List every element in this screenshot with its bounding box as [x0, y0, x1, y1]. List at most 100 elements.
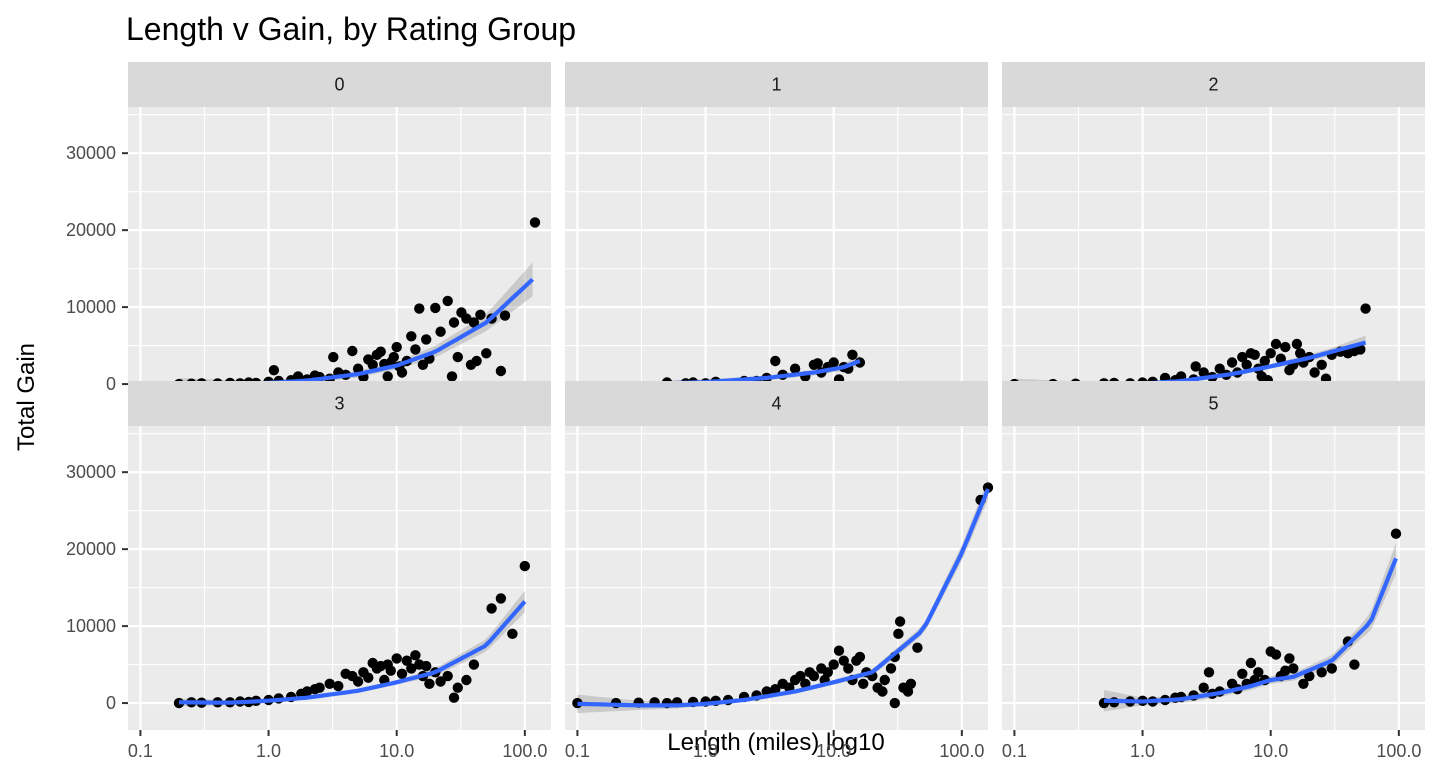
facet-strip — [565, 62, 988, 107]
data-point — [519, 560, 530, 572]
chart-title: Length v Gain, by Rating Group — [126, 11, 576, 47]
data-point — [1326, 663, 1338, 674]
data-point — [1214, 363, 1225, 374]
data-point — [268, 365, 280, 376]
data-point — [328, 351, 339, 363]
data-point — [893, 628, 904, 639]
data-point — [1295, 348, 1306, 359]
data-point — [442, 295, 453, 307]
y-tick-label: 10000 — [66, 297, 116, 317]
y-axis-title: Total Gain — [13, 343, 40, 451]
facet-strip — [128, 381, 551, 426]
facet-strip — [1002, 381, 1425, 426]
data-point — [1316, 667, 1327, 678]
data-point — [446, 371, 458, 382]
data-point — [1349, 659, 1360, 670]
data-point — [770, 355, 781, 367]
data-point — [367, 359, 378, 370]
plot-panel — [1002, 107, 1425, 411]
data-point — [424, 678, 435, 689]
facet-strip-label: 3 — [334, 394, 344, 414]
data-point — [1270, 338, 1282, 350]
data-point — [495, 365, 507, 377]
data-point — [448, 692, 460, 703]
x-tick-label: 100.0 — [502, 741, 547, 761]
data-point — [314, 682, 325, 693]
data-point — [324, 678, 335, 689]
y-tick-label: 0 — [106, 374, 116, 394]
y-tick-label: 20000 — [66, 220, 116, 240]
data-point — [468, 659, 480, 670]
facet-panel-3: 3 0 10000 20000 30000 0.1 1.0 10.0 100.0 — [66, 381, 551, 761]
data-point — [448, 317, 460, 328]
data-point — [391, 653, 402, 664]
plot-panel — [565, 426, 988, 730]
data-point — [1253, 667, 1264, 678]
data-point — [789, 363, 801, 374]
x-tick-label: 100.0 — [1376, 741, 1421, 761]
facet-panel-1: 1 — [565, 62, 988, 411]
data-point — [352, 676, 364, 687]
x-tick-label: 100.0 — [939, 741, 984, 761]
data-point — [406, 663, 417, 674]
data-point — [421, 660, 432, 672]
data-point — [495, 593, 507, 604]
data-point — [828, 659, 839, 670]
x-tick-label: 10.0 — [816, 741, 851, 761]
data-point — [452, 351, 463, 363]
facet-strip — [565, 381, 988, 426]
data-point — [1198, 367, 1209, 378]
facet-strip — [128, 62, 551, 107]
data-point — [385, 665, 396, 676]
data-point — [838, 655, 849, 666]
facet-strip-label: 4 — [771, 394, 781, 414]
facet-strip-label: 1 — [771, 75, 781, 95]
data-point — [1245, 657, 1257, 669]
data-point — [388, 351, 399, 363]
data-point — [795, 670, 806, 682]
x-tick-label: 10.0 — [379, 741, 414, 761]
data-point — [430, 302, 441, 314]
smooth-trend-line — [179, 600, 527, 705]
x-tick-label: 0.1 — [128, 741, 153, 761]
data-point — [396, 367, 408, 378]
facet-strip-label: 0 — [334, 75, 344, 95]
plot-panel — [1002, 426, 1425, 730]
data-point — [410, 650, 421, 661]
data-point — [396, 668, 408, 679]
data-point — [885, 663, 897, 674]
data-point — [770, 684, 781, 695]
data-point — [417, 359, 429, 370]
data-point — [1284, 653, 1295, 664]
x-axis-title: Length (miles) log10 — [667, 729, 884, 756]
data-point — [1190, 361, 1201, 372]
data-point — [375, 346, 386, 357]
data-point — [1237, 668, 1248, 679]
data-point — [452, 682, 463, 693]
data-point — [442, 670, 453, 682]
facet-strip-label: 5 — [1208, 394, 1218, 414]
x-tick-label: 1.0 — [693, 741, 718, 761]
data-point — [1288, 663, 1299, 674]
data-point — [1241, 359, 1252, 370]
data-point — [858, 678, 869, 689]
data-point — [912, 642, 923, 653]
facet-panels: 0 0 10000 20000 30000 1 2 3 0 10000 20000 30000 0.1 1… — [66, 62, 1425, 761]
data-point — [1249, 349, 1260, 360]
x-tick-label: 0.1 — [565, 741, 590, 761]
smooth-trend-line — [577, 488, 990, 708]
data-point — [843, 663, 854, 674]
y-tick-label: 20000 — [66, 539, 116, 559]
data-point — [833, 645, 845, 656]
y-tick-label: 0 — [106, 693, 116, 713]
data-point — [828, 357, 839, 368]
data-point — [1265, 348, 1276, 359]
facet-panel-2: 2 — [1002, 62, 1425, 411]
data-point — [401, 655, 412, 666]
y-tick-label: 30000 — [66, 462, 116, 482]
facet-panel-0: 0 0 10000 20000 30000 — [66, 62, 551, 411]
data-point — [301, 686, 313, 697]
data-point — [1226, 357, 1238, 368]
data-point — [1360, 303, 1371, 314]
data-point — [382, 371, 393, 382]
